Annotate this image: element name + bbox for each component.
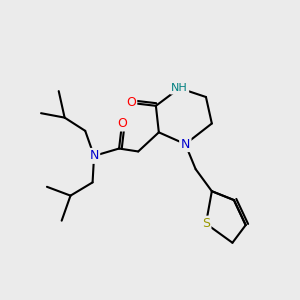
Text: NH: NH [171, 83, 188, 93]
Text: N: N [181, 138, 190, 151]
Text: S: S [202, 217, 210, 230]
Text: O: O [117, 117, 127, 130]
Text: O: O [126, 96, 136, 110]
Text: N: N [89, 149, 99, 162]
